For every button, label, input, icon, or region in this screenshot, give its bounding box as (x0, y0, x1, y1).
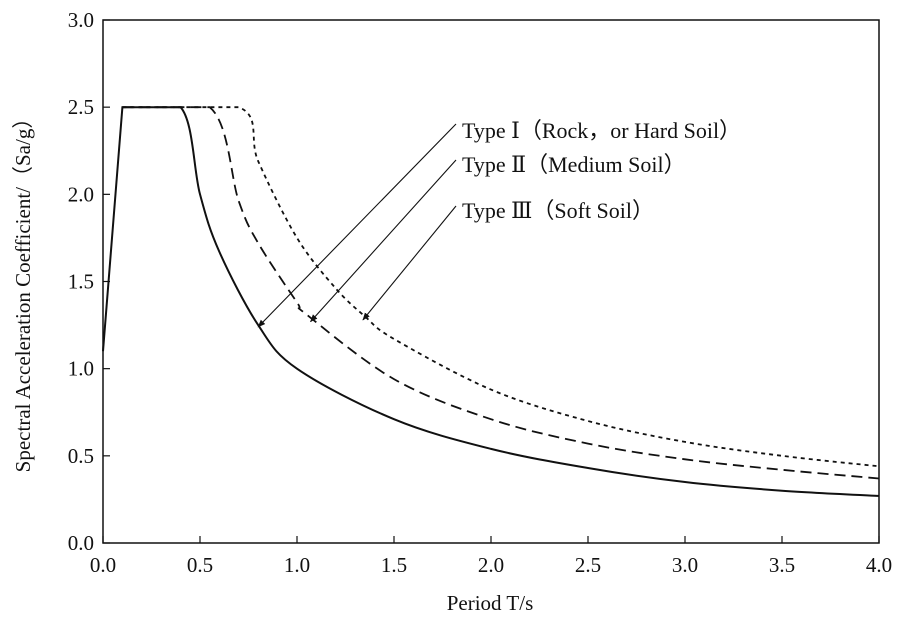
y-tick-label: 2.0 (68, 182, 94, 206)
x-tick-label: 3.5 (769, 553, 795, 577)
y-axis: 0.0 0.5 1.0 1.5 2.0 2.5 3.0 (68, 8, 110, 555)
annotation-type-3: Type Ⅲ（Soft Soil） (462, 198, 654, 223)
x-tick-label: 2.5 (575, 553, 601, 577)
y-tick-label: 1.5 (68, 270, 94, 294)
y-tick-label: 0.0 (68, 531, 94, 555)
annotation-label-type-2: Type Ⅱ（Medium Soil） (462, 152, 686, 177)
y-axis-title: Spectral Acceleration Coefficient/（Sa/g） (11, 108, 35, 473)
y-tick-label: 0.5 (68, 444, 94, 468)
series-line-type-1 (102, 106, 880, 497)
x-tick-label: 1.5 (381, 553, 407, 577)
x-tick-label: 1.0 (284, 553, 310, 577)
y-tick-label: 2.5 (68, 95, 94, 119)
annotation-label-type-3: Type Ⅲ（Soft Soil） (462, 198, 654, 223)
annotation-label-type-1: Type Ⅰ（Rock，or Hard Soil） (462, 118, 741, 143)
annotation-type-2: Type Ⅱ（Medium Soil） (462, 152, 686, 177)
x-tick-label: 3.0 (672, 553, 698, 577)
annotation-type-1: Type Ⅰ（Rock，or Hard Soil） (462, 118, 741, 143)
plot-frame (102, 19, 880, 544)
x-tick-label: 4.0 (866, 553, 892, 577)
y-tick-label: 1.0 (68, 357, 94, 381)
annotation-arrow-type-2 (310, 159, 457, 323)
x-tick-label: 2.0 (478, 553, 504, 577)
x-axis: 0.0 0.5 1.0 1.5 2.0 2.5 3.0 3.5 4.0 (90, 536, 892, 577)
y-tick-label: 3.0 (68, 8, 94, 32)
x-axis-title: Period T/s (447, 591, 534, 615)
annotation-arrows (257, 123, 457, 328)
series-layer (102, 106, 880, 497)
annotation-arrow-type-3 (362, 205, 457, 321)
annotation-arrow-type-1 (257, 123, 457, 328)
x-tick-label: 0.5 (187, 553, 213, 577)
x-tick-label: 0.0 (90, 553, 116, 577)
